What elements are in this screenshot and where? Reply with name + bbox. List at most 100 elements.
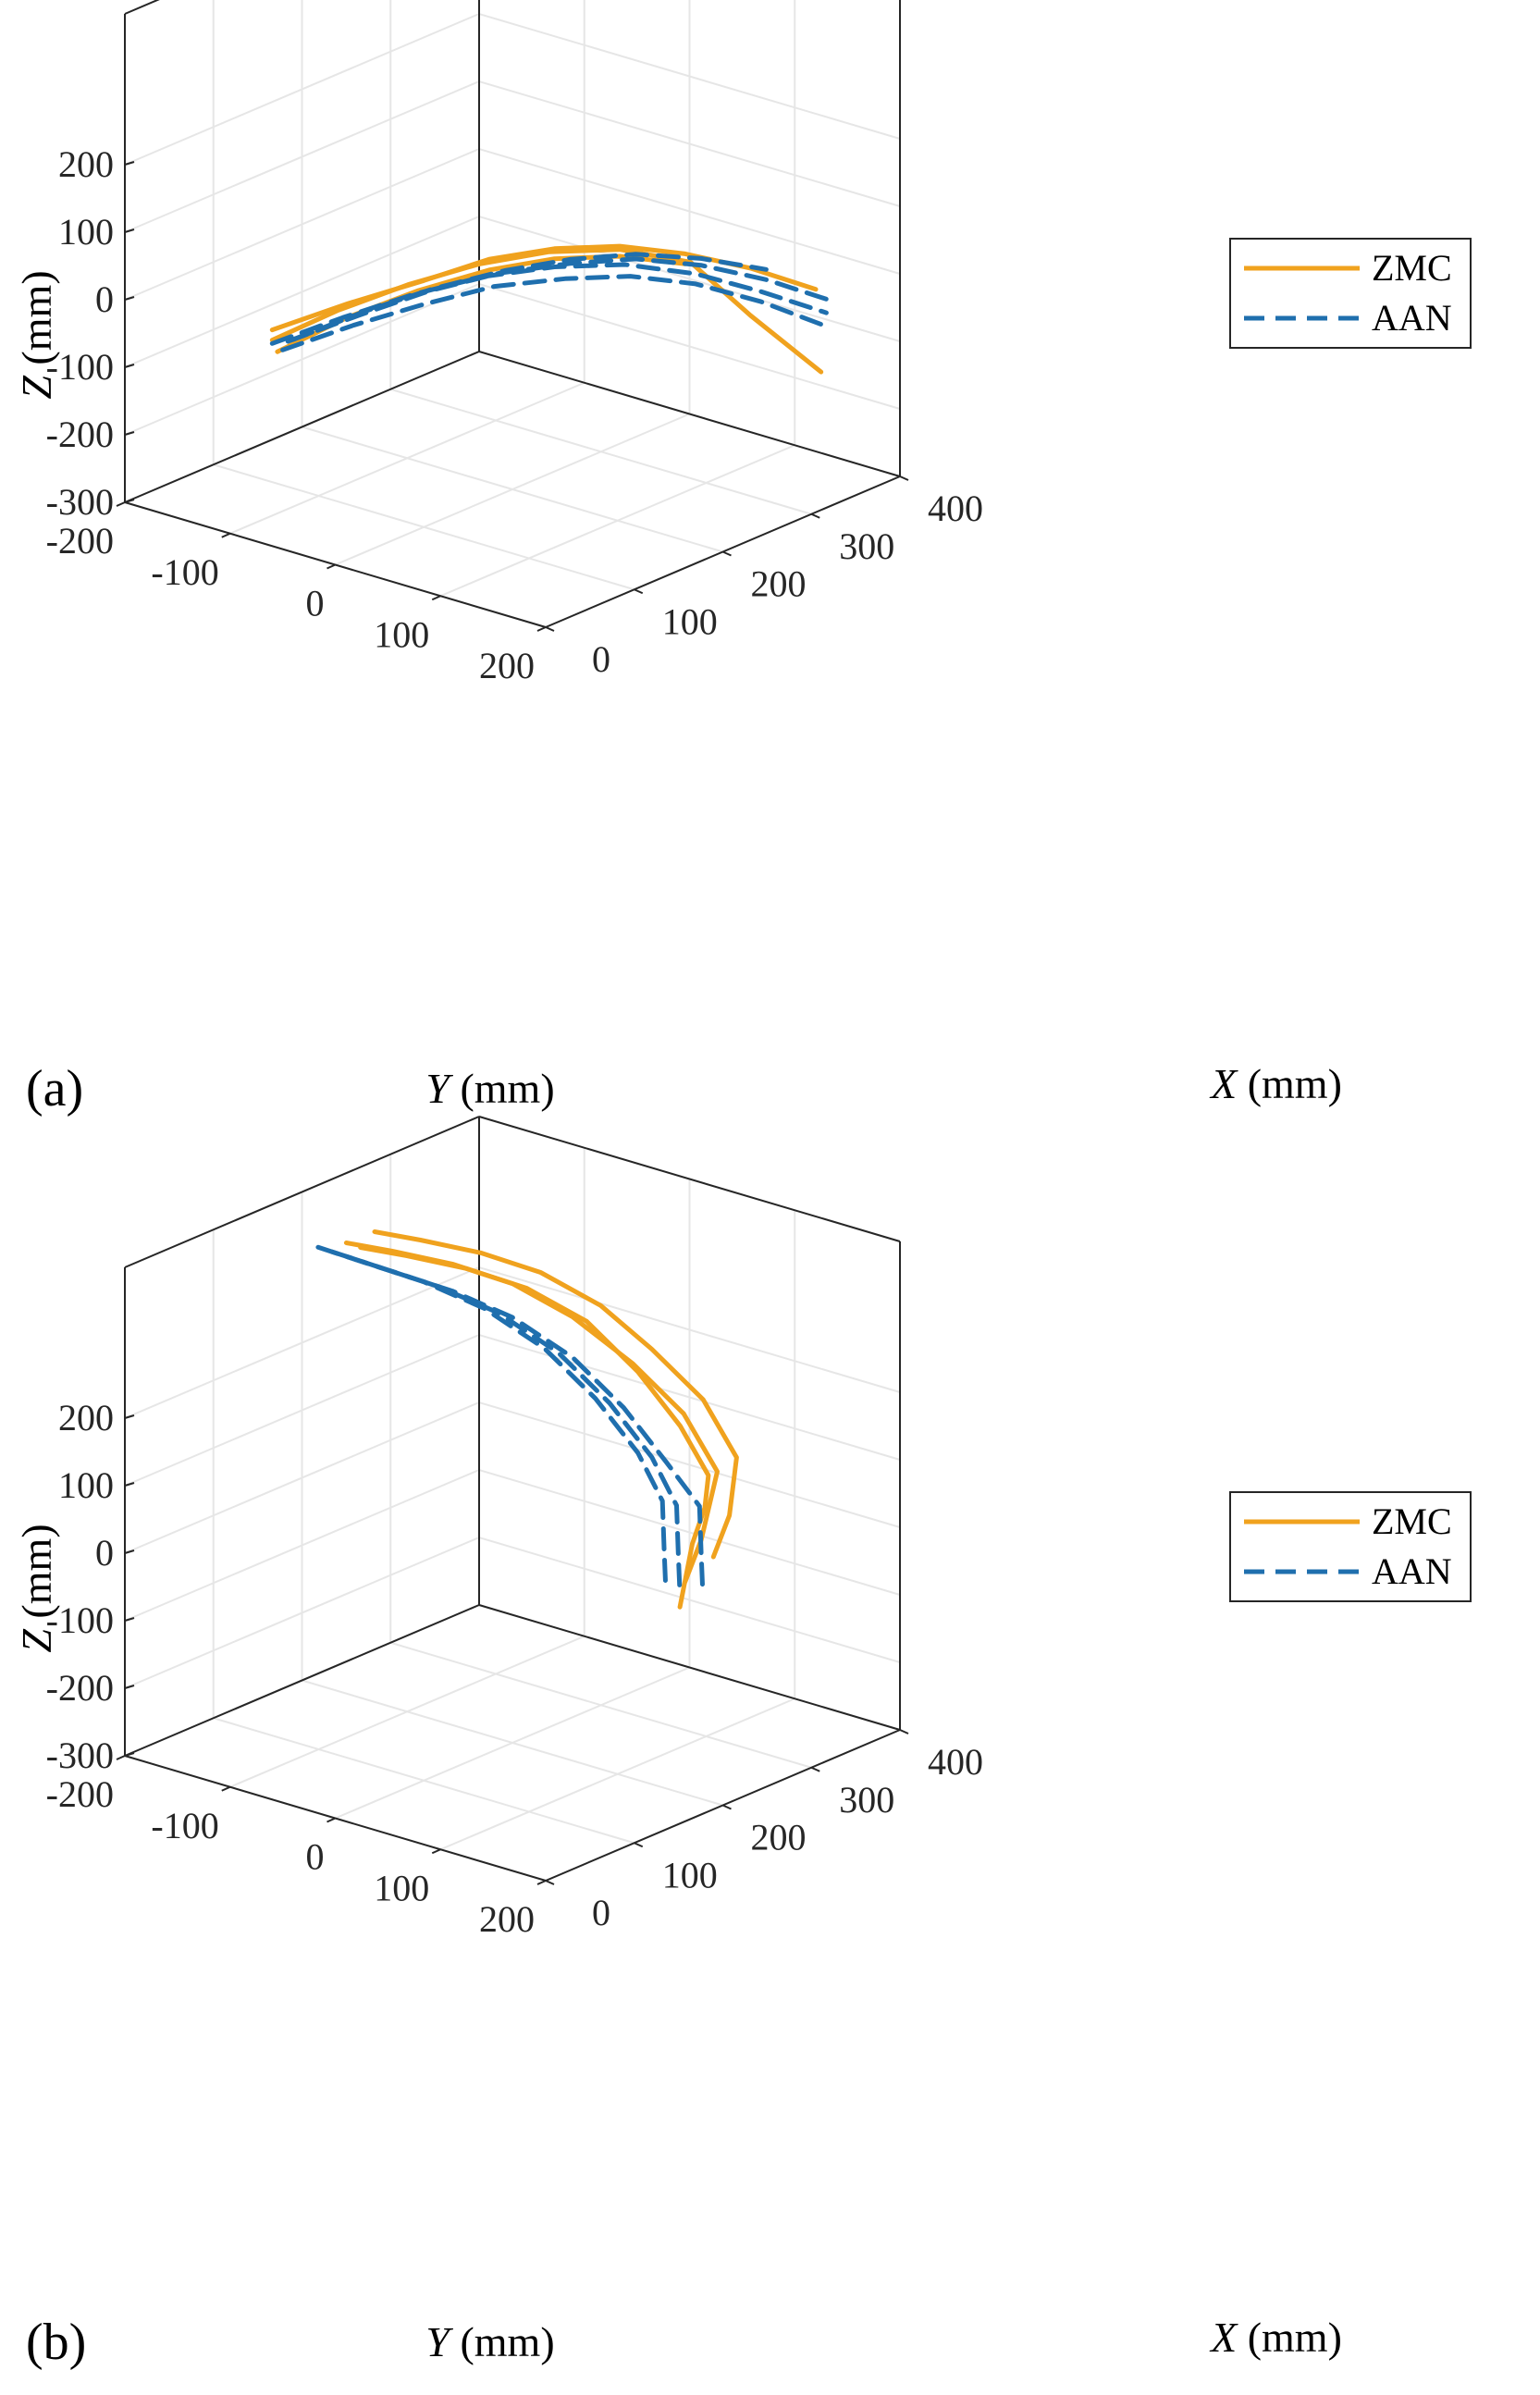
y-axis-label-var: Y xyxy=(425,1065,453,1112)
x-axis-label: X (mm) xyxy=(1209,2314,1342,2361)
y-tick-label: -200 xyxy=(46,1773,114,1815)
gridline xyxy=(335,413,690,566)
z-axis-label-unit: (mm) xyxy=(13,1524,60,1629)
z-tick xyxy=(124,1752,135,1757)
z-tick xyxy=(124,364,135,368)
series-aan xyxy=(315,1244,669,1592)
y-tick-label: 100 xyxy=(374,1867,429,1908)
y-tick-label: -100 xyxy=(151,551,218,593)
x-tick-label: 100 xyxy=(662,600,718,642)
z-axis-label-unit: (mm) xyxy=(13,270,60,376)
legend-aan-label: AAN xyxy=(1372,1550,1452,1592)
legend: ZMC AAN xyxy=(1229,1491,1472,1602)
x-tick-label: 200 xyxy=(751,563,807,605)
z-tick-label: 100 xyxy=(58,1464,114,1506)
legend-zmc-label: ZMC xyxy=(1372,247,1452,289)
series-aan xyxy=(290,252,769,342)
x-tick-label: 100 xyxy=(662,1854,718,1895)
x-tick-label: 0 xyxy=(592,1892,610,1933)
panel-label: (a) xyxy=(26,1060,83,1117)
z-tick xyxy=(124,1414,135,1419)
wall-grid xyxy=(124,1115,901,1757)
y-tick xyxy=(431,595,441,601)
axis-edge xyxy=(124,1116,480,1268)
y-tick-label: -200 xyxy=(46,520,114,562)
legend-box xyxy=(1229,238,1472,349)
y-axis-label-unit: (mm) xyxy=(450,1065,555,1112)
z-tick xyxy=(124,1549,135,1554)
z-axis-label: Z (mm) xyxy=(13,1524,60,1652)
x-tick xyxy=(899,475,909,481)
x-axis-label-var: X xyxy=(1209,2314,1238,2361)
x-tick-label: 400 xyxy=(928,488,983,529)
y-tick-label: 0 xyxy=(306,583,325,624)
panel-label: (b) xyxy=(26,2314,86,2371)
axis-labels: Z (mm) Y (mm) X (mm) (b) xyxy=(13,1524,1342,2371)
x-tick-label: 300 xyxy=(839,1779,894,1821)
z-tick-label: -200 xyxy=(46,1667,114,1709)
x-tick xyxy=(810,1766,820,1772)
y-tick xyxy=(326,563,336,570)
z-tick-label: 0 xyxy=(95,1532,114,1574)
x-tick-label: 200 xyxy=(751,1817,807,1858)
z-tick xyxy=(124,431,135,436)
x-axis-label: X (mm) xyxy=(1209,1060,1342,1107)
z-tick xyxy=(124,1617,135,1622)
series-zmc xyxy=(275,253,688,354)
z-axis-label: Z (mm) xyxy=(13,270,60,399)
x-tick xyxy=(899,1729,909,1735)
legend-aan-label: AAN xyxy=(1372,297,1452,339)
axis-edge xyxy=(124,1604,480,1757)
y-tick xyxy=(116,1755,126,1760)
legend-box xyxy=(1229,1491,1472,1602)
y-tick xyxy=(536,626,547,632)
series-aan xyxy=(280,274,829,352)
axis-box xyxy=(124,0,901,628)
z-tick-label: -100 xyxy=(46,1599,114,1641)
z-tick-label: 200 xyxy=(58,1397,114,1438)
z-tick xyxy=(124,228,135,233)
axis-edge xyxy=(478,1116,901,1242)
y-tick-label: 200 xyxy=(479,1898,535,1940)
gridline xyxy=(229,1635,585,1788)
z-tick-label: -200 xyxy=(46,414,114,455)
z-tick xyxy=(124,1482,135,1487)
z-tick-label: 200 xyxy=(58,143,114,185)
series-group xyxy=(269,243,834,375)
y-tick-label: 100 xyxy=(374,613,429,655)
z-tick-label: 100 xyxy=(58,211,114,253)
y-tick xyxy=(221,1785,231,1792)
legend: ZMC AAN xyxy=(1229,238,1472,349)
x-axis-label-var: X xyxy=(1209,1060,1238,1107)
wall-grid xyxy=(124,0,901,503)
z-tick-label: -300 xyxy=(46,1735,114,1776)
y-tick xyxy=(536,1880,547,1885)
z-tick xyxy=(124,161,135,166)
x-axis-label-unit: (mm) xyxy=(1237,2314,1342,2361)
y-axis-label: Y (mm) xyxy=(425,2318,554,2365)
y-axis-label: Y (mm) xyxy=(425,1065,554,1112)
x-tick-label: 400 xyxy=(928,1741,983,1783)
series-aan xyxy=(343,1253,706,1597)
axis-box xyxy=(124,1116,901,1882)
x-tick xyxy=(722,1804,732,1810)
gridline xyxy=(439,1697,795,1851)
series-zmc xyxy=(269,247,824,375)
x-tick xyxy=(634,1842,644,1848)
z-axis-label-var: Z xyxy=(13,1629,60,1653)
x-tick-label: 0 xyxy=(592,638,610,680)
x-tick xyxy=(810,512,820,519)
x-axis-label-unit: (mm) xyxy=(1237,1060,1342,1107)
series-group xyxy=(315,1229,739,1610)
series-zmc xyxy=(372,1229,739,1560)
gridline xyxy=(439,444,795,598)
z-tick xyxy=(124,499,135,503)
series-aan xyxy=(329,1249,683,1597)
axis-edge xyxy=(478,351,901,477)
z-tick xyxy=(124,296,135,301)
y-tick-label: 0 xyxy=(306,1836,325,1878)
